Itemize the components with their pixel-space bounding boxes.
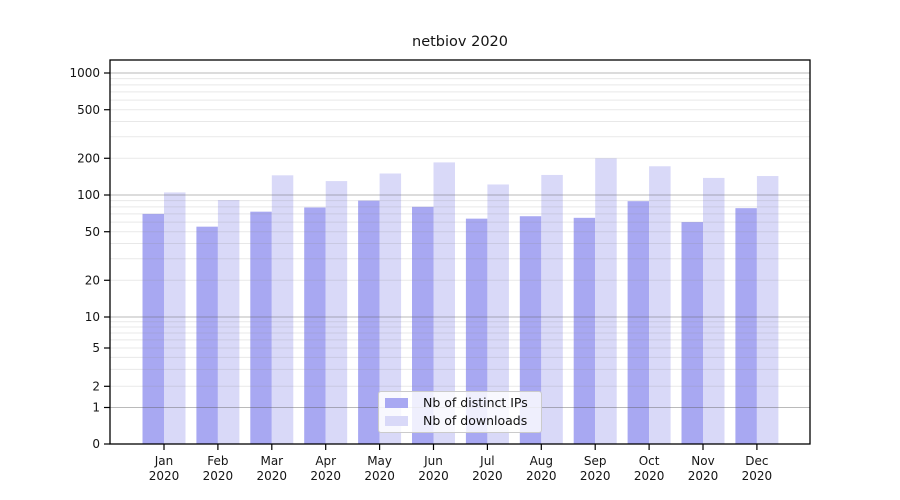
bar-distinct-ips-aug (519, 216, 542, 444)
legend-label-distinct-ips: Nb of distinct IPs (423, 395, 528, 410)
legend-label-downloads: Nb of downloads (423, 412, 528, 428)
bar-downloads-jul (487, 184, 509, 444)
bar-distinct-ips-nov (681, 222, 703, 444)
bar-downloads-jun (433, 162, 455, 445)
x-tick-label: Aug 2020 (526, 454, 557, 483)
legend-entry-downloads: Nb of downloads (385, 412, 541, 428)
x-tick-label: Sep 2020 (580, 454, 611, 483)
y-tick-label: 1000 (69, 66, 100, 80)
bar-distinct-ips-mar (250, 211, 272, 444)
legend-swatch-distinct-ips (385, 398, 408, 409)
bar-distinct-ips-dec (735, 208, 757, 444)
y-tick-label: 500 (77, 103, 100, 117)
bar-downloads-sep (595, 158, 617, 444)
y-tick-label: 5 (92, 341, 100, 355)
bar-distinct-ips-feb (196, 226, 218, 444)
x-tick-label: Dec 2020 (742, 454, 773, 483)
y-tick-label: 0 (92, 437, 100, 451)
bar-distinct-ips-jun (412, 206, 434, 444)
y-tick-label: 10 (85, 310, 100, 324)
bar-downloads-nov (703, 177, 725, 444)
x-tick-label: May 2020 (364, 454, 395, 483)
bar-downloads-feb (217, 199, 240, 444)
legend-swatch-downloads (385, 415, 408, 426)
bar-downloads-jan (164, 192, 186, 444)
chart-title: netbiov 2020 (412, 34, 508, 50)
x-tick-label: Oct 2020 (634, 454, 665, 483)
bar-distinct-ips-apr (304, 207, 326, 444)
bar-downloads-mar (271, 175, 294, 444)
bar-downloads-may (379, 173, 402, 445)
x-tick-label: Mar 2020 (257, 454, 288, 483)
bar-distinct-ips-jan (142, 213, 164, 444)
plot-border (109, 59, 811, 445)
bar-downloads-dec (756, 176, 779, 444)
x-tick-label: Jan 2020 (149, 454, 180, 483)
bar-distinct-ips-oct (627, 201, 650, 444)
y-tick-label: 50 (85, 225, 100, 239)
y-tick-label: 100 (77, 188, 100, 202)
bar-distinct-ips-sep (573, 217, 596, 444)
legend: Nb of distinct IPs Nb of downloads (378, 391, 542, 433)
legend-entry-distinct-ips: Nb of distinct IPs (385, 395, 541, 410)
x-tick-label: Nov 2020 (688, 454, 719, 483)
bar-distinct-ips-jul (465, 218, 488, 444)
x-tick-label: Apr 2020 (310, 454, 341, 483)
y-tick-label: 2 (92, 380, 100, 394)
bar-distinct-ips-may (358, 200, 380, 444)
y-tick-label: 1 (92, 401, 100, 415)
x-tick-label: Jun 2020 (418, 454, 449, 483)
bar-downloads-oct (649, 166, 671, 444)
x-tick-label: Jul 2020 (472, 454, 503, 483)
bar-downloads-aug (541, 174, 563, 444)
bar-downloads-apr (325, 181, 348, 444)
y-tick-label: 20 (85, 273, 100, 287)
x-tick-label: Feb 2020 (203, 454, 234, 483)
y-tick-label: 200 (77, 151, 100, 165)
